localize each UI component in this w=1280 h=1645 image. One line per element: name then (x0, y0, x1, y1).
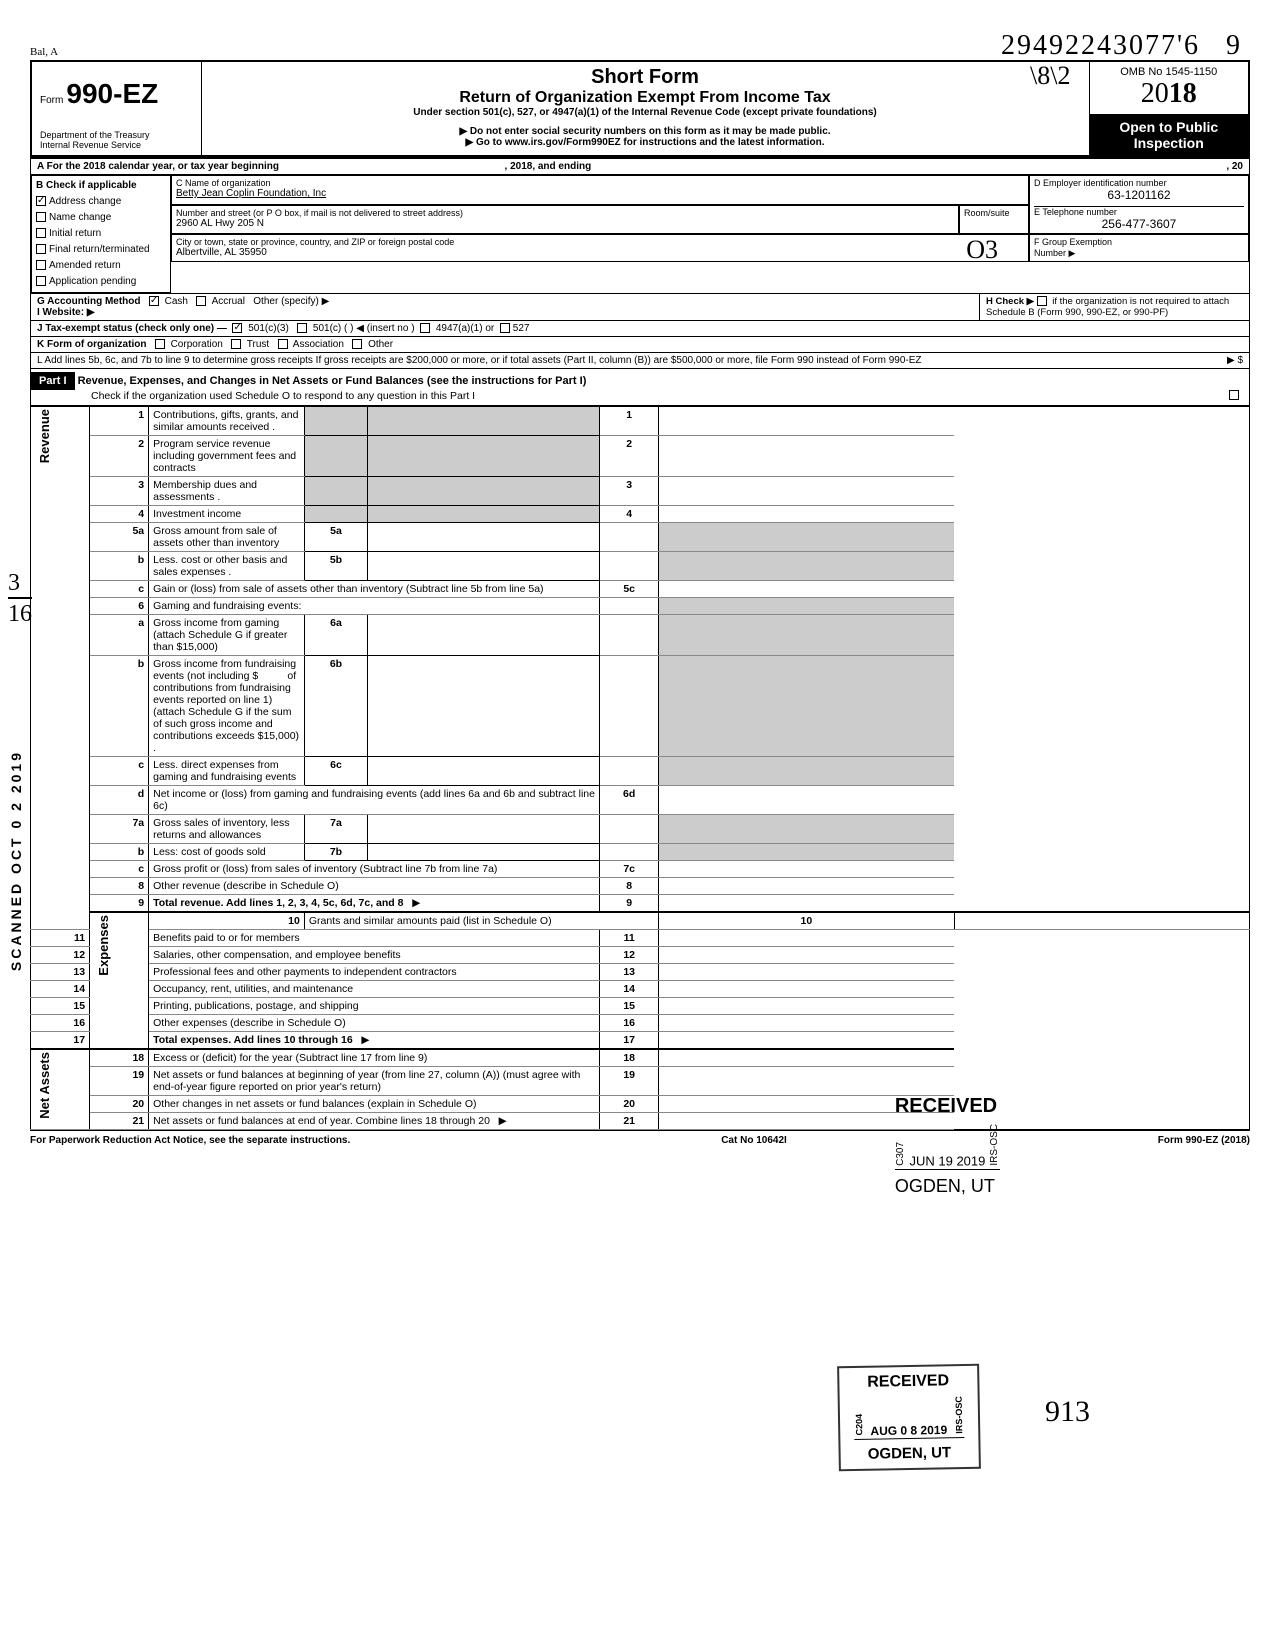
cb-corp[interactable] (155, 339, 165, 349)
main-lines-table: Revenue 1Contributions, gifts, grants, a… (30, 406, 1250, 1130)
org-info-section: A For the 2018 calendar year, or tax yea… (30, 157, 1250, 369)
cb-501c[interactable] (297, 323, 307, 333)
ssn-notice: ▶ Do not enter social security numbers o… (210, 126, 1081, 137)
footer-left: For Paperwork Reduction Act Notice, see … (30, 1135, 350, 1146)
dept-treasury: Department of the Treasury (40, 130, 193, 140)
section-c-label: C Name of organization (176, 178, 1024, 188)
form-prefix: Form (40, 95, 63, 106)
scanned-stamp: SCANNED OCT 0 2 2019 (8, 750, 24, 971)
section-g-label: G Accounting Method (37, 296, 141, 307)
section-l-arrow: ▶ $ (1183, 355, 1243, 366)
open-public: Open to Public Inspection (1089, 115, 1249, 157)
subtitle: Under section 501(c), 527, or 4947(a)(1)… (210, 107, 1081, 118)
cb-4947[interactable] (420, 323, 430, 333)
netassets-label: Net Assets (35, 1052, 54, 1119)
phone: 256-477-3607 (1034, 217, 1244, 231)
section-e-label: E Telephone number (1034, 206, 1244, 217)
cb-schedule-b[interactable] (1037, 296, 1047, 306)
section-b-checkboxes: B Check if applicable Address change Nam… (31, 175, 171, 293)
short-form-title: Short Form (210, 66, 1081, 89)
cb-cash[interactable] (149, 296, 159, 306)
tax-year: 2018 (1098, 78, 1241, 110)
omb-number: OMB No 1545-1150 (1098, 66, 1241, 78)
received-stamp-2: RECEIVED C204 AUG 0 8 2019 IRS-OSC OGDEN… (838, 1365, 980, 1470)
revenue-label: Revenue (35, 409, 54, 463)
cb-assoc[interactable] (278, 339, 288, 349)
section-k-label: K Form of organization (37, 339, 146, 350)
city-value: Albertville, AL 35950 (176, 247, 1024, 258)
section-l-text: L Add lines 5b, 6c, and 7b to line 9 to … (37, 355, 1183, 366)
page-number: 9 (1226, 30, 1240, 62)
init-handwritten: Bal, A (30, 46, 183, 58)
hand-812: \8\2 (1030, 61, 1070, 91)
o3-mark: O3 (966, 235, 998, 265)
footer-mid: Cat No 10642I (721, 1135, 787, 1146)
cb-amended[interactable] (36, 260, 46, 270)
received-stamp-1: RECEIVED C307 JUN 19 2019 IRS-OSC OGDEN,… (895, 1095, 1000, 1197)
city-label: City or town, state or province, country… (176, 237, 1024, 247)
org-name: Betty Jean Coplin Foundation, Inc (176, 188, 1024, 199)
part1-check-text: Check if the organization used Schedule … (91, 390, 475, 402)
cb-address-change[interactable] (36, 196, 46, 206)
ein: 63-1201162 (1034, 188, 1244, 202)
cb-name-change[interactable] (36, 212, 46, 222)
cb-accrual[interactable] (196, 296, 206, 306)
dln: 29492243077'6 (1001, 30, 1200, 62)
line-a-label: A For the 2018 calendar year, or tax yea… (37, 161, 279, 172)
footer: For Paperwork Reduction Act Notice, see … (30, 1130, 1250, 1146)
hand-913: 913 (1045, 1395, 1090, 1429)
cb-initial-return[interactable] (36, 228, 46, 238)
form-number: 990-EZ (66, 78, 158, 109)
section-j-label: J Tax-exempt status (check only one) — (37, 323, 227, 334)
cb-final-return[interactable] (36, 244, 46, 254)
footer-right: Form 990-EZ (2018) (1158, 1135, 1250, 1146)
irs-label: Internal Revenue Service (40, 140, 193, 150)
street-label: Number and street (or P O box, if mail i… (176, 208, 954, 218)
cb-501c3[interactable] (232, 323, 242, 333)
cb-pending[interactable] (36, 276, 46, 286)
form-header: Bal, A Form 990-EZ Department of the Tre… (30, 60, 1250, 157)
part1-title: Revenue, Expenses, and Changes in Net As… (78, 375, 587, 387)
part1-label: Part I (31, 372, 75, 390)
website-notice: ▶ Go to www.irs.gov/Form990EZ for instru… (210, 137, 1081, 148)
return-title: Return of Organization Exempt From Incom… (210, 89, 1081, 107)
expenses-label: Expenses (94, 915, 113, 976)
cb-other-org[interactable] (352, 339, 362, 349)
section-f-label: F Group Exemption (1034, 237, 1112, 247)
cb-trust[interactable] (231, 339, 241, 349)
room-label: Room/suite (964, 208, 1024, 218)
cb-schedule-o[interactable] (1229, 390, 1239, 400)
section-h-label: H Check ▶ (986, 296, 1034, 307)
section-i-label: I Website: ▶ (37, 307, 95, 318)
fraction-mark: 3 16 (8, 570, 32, 628)
cb-527[interactable] (500, 323, 510, 333)
street-address: 2960 AL Hwy 205 N (176, 218, 954, 229)
section-d-label: D Employer identification number (1034, 178, 1244, 188)
